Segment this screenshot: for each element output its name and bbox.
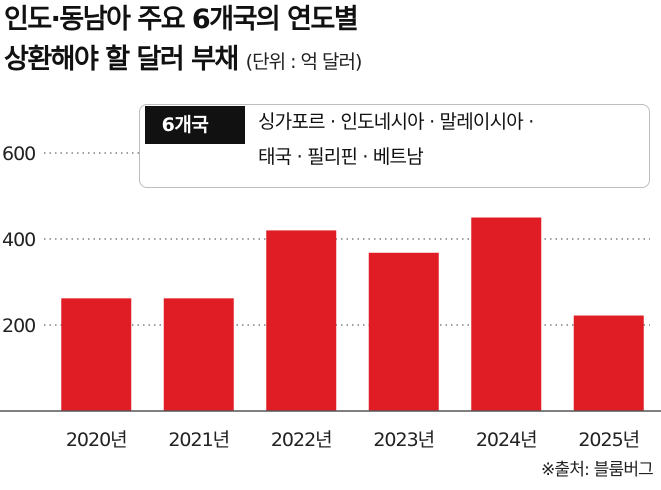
y-tick-label: 600 — [2, 143, 35, 165]
x-tick-label: 2025년 — [578, 429, 639, 451]
legend-countries-line-2: 태국 · 필리핀 · 베트남 — [258, 146, 424, 168]
x-tick-labels: 2020년 2021년 2022년 2023년 2024년 2025년 — [66, 429, 640, 451]
x-tick-label: 2023년 — [373, 429, 434, 451]
badge-arrow-shape — [145, 106, 245, 144]
y-tick-label: 400 — [2, 229, 35, 251]
unit-label: (단위 : 억 달러) — [245, 51, 363, 73]
y-tick-label: 200 — [2, 315, 35, 337]
chart-title-line-1: 인도·동남아 주요 6개국의 연도별 — [4, 4, 359, 35]
chart-title-line-2: 상환해야 할 달러 부채 (단위 : 억 달러) — [4, 44, 363, 75]
bar-2024년 — [471, 217, 542, 411]
bar-2022년 — [266, 230, 337, 411]
x-tick-label: 2020년 — [66, 429, 127, 451]
bars — [61, 217, 644, 411]
bar-2025년 — [573, 315, 644, 411]
bar-2020년 — [61, 298, 132, 411]
source-note: ※출처: 블룸버그 — [540, 460, 654, 480]
legend-countries-line-1: 싱가포르 · 인도네시아 · 말레이시아 · — [258, 111, 534, 133]
bar-2021년 — [163, 298, 234, 411]
legend-badge: 6개국 — [145, 106, 245, 144]
x-tick-label: 2021년 — [168, 429, 229, 451]
chart-title-text: 상환해야 할 달러 부채 — [4, 44, 239, 75]
x-tick-label: 2024년 — [476, 429, 537, 451]
x-tick-label: 2022년 — [271, 429, 332, 451]
bar-2023년 — [368, 252, 439, 411]
legend-box — [139, 104, 650, 188]
y-tick-labels: 200 400 600 — [2, 143, 36, 337]
legend-badge-label: 6개국 — [161, 114, 209, 136]
